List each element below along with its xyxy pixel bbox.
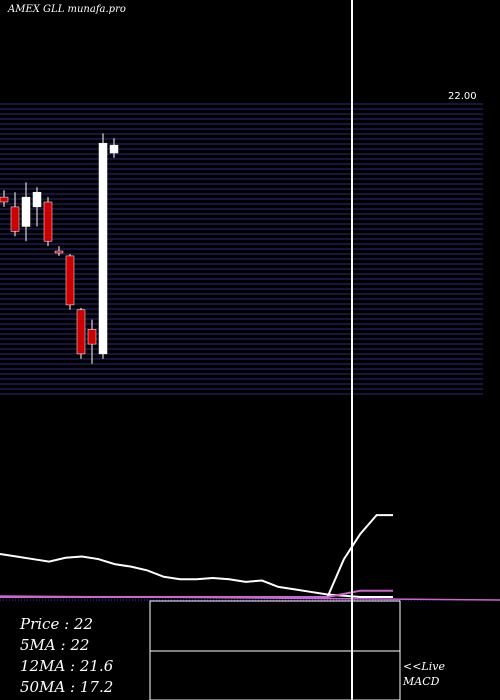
candle-body	[65, 255, 75, 306]
candle	[32, 187, 42, 227]
indicators	[0, 514, 500, 601]
candle-body	[87, 329, 97, 345]
ma5-stat: 5MA : 22	[20, 636, 90, 654]
candle	[109, 138, 119, 158]
price-grid	[0, 103, 483, 395]
ma-line	[0, 553, 393, 598]
top-price-tick: 22.00	[448, 91, 477, 102]
candle	[0, 190, 9, 207]
candle	[98, 133, 108, 359]
candle-body	[0, 196, 9, 203]
candle-body	[32, 191, 42, 208]
candle	[76, 307, 86, 359]
candle-body	[10, 206, 20, 232]
signal-baseline	[0, 595, 500, 601]
candle-body	[98, 142, 108, 355]
ma50-stat: 50MA : 17.2	[20, 678, 114, 696]
candle	[87, 319, 97, 364]
macd-line	[0, 514, 393, 598]
stats-panel: Price : 22 5MA : 22 12MA : 21.6 50MA : 1…	[20, 614, 113, 698]
candle	[21, 182, 31, 242]
candle	[10, 192, 20, 237]
candle	[54, 246, 64, 256]
candle-body	[54, 250, 64, 254]
live-link[interactable]: <<Live	[403, 660, 445, 673]
ma12-stat: 12MA : 21.6	[20, 657, 114, 675]
candle	[43, 197, 53, 247]
candle-body	[43, 201, 53, 242]
candle-body	[21, 196, 31, 227]
macd-label: MACD	[403, 675, 440, 688]
candle-body	[76, 309, 86, 355]
live-macd-label[interactable]: <<Live MACD	[403, 659, 445, 689]
candle-body	[109, 144, 119, 154]
price-stat: Price : 22	[20, 615, 94, 633]
chart-title: AMEX GLL munafa.pro	[8, 4, 126, 15]
candles	[0, 133, 119, 364]
candle	[65, 253, 75, 310]
